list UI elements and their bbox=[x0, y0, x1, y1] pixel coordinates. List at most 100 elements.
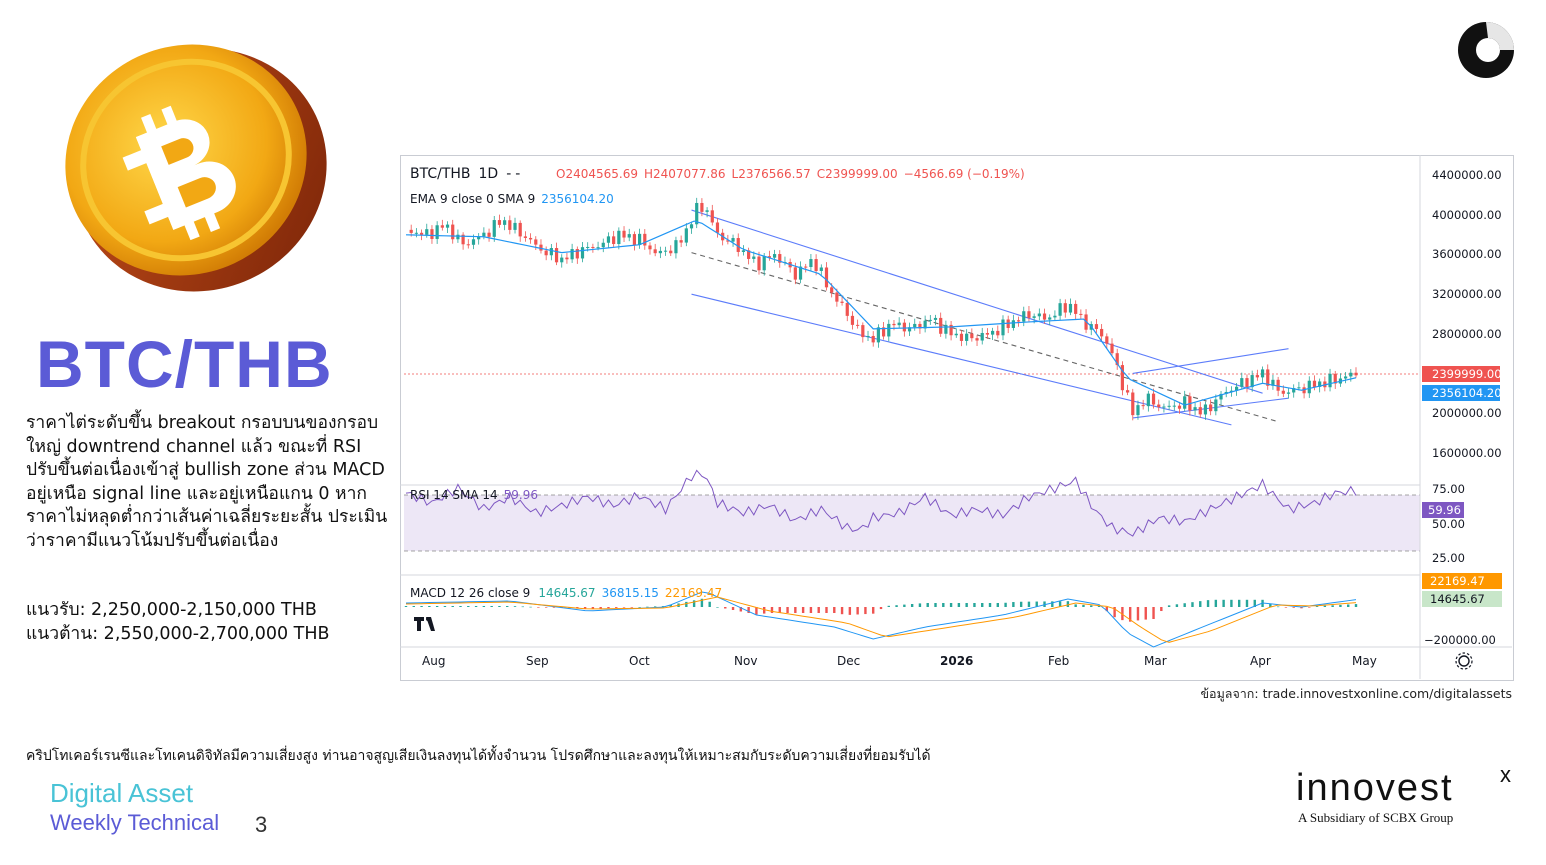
macd-bar bbox=[825, 607, 828, 613]
macd-bar bbox=[1347, 604, 1350, 607]
candle bbox=[466, 239, 470, 249]
macd-bar bbox=[716, 607, 719, 608]
macd-bar bbox=[412, 606, 415, 607]
candle bbox=[1344, 372, 1348, 384]
candle bbox=[767, 250, 771, 261]
candle bbox=[1074, 300, 1078, 320]
bitcoin-coin-icon bbox=[65, 44, 327, 292]
candle bbox=[1333, 370, 1337, 389]
candle bbox=[689, 221, 694, 234]
candle bbox=[778, 250, 782, 268]
candle bbox=[477, 233, 481, 245]
candle bbox=[695, 197, 699, 229]
candle bbox=[679, 235, 683, 248]
macd-bar bbox=[1058, 601, 1062, 607]
macd-bar bbox=[521, 606, 525, 608]
macd-bar bbox=[1012, 602, 1015, 607]
macd-bar bbox=[490, 606, 493, 607]
last-price-badge: 2399999.00 bbox=[1422, 366, 1502, 382]
macd-bar bbox=[692, 600, 696, 607]
candle bbox=[965, 329, 969, 346]
candle bbox=[1053, 310, 1057, 321]
candle bbox=[1115, 348, 1119, 370]
macd-bar bbox=[599, 607, 602, 609]
candle bbox=[819, 264, 823, 277]
macd-bar bbox=[1230, 599, 1233, 607]
macd-tick: −200000.00 bbox=[1424, 633, 1496, 647]
macd-bar bbox=[770, 607, 774, 613]
candle bbox=[1131, 388, 1135, 421]
macd-bar bbox=[910, 604, 914, 607]
macd-bar bbox=[1300, 607, 1303, 609]
macd-bar bbox=[887, 605, 890, 607]
macd-bar bbox=[981, 603, 984, 607]
candle bbox=[1198, 401, 1202, 418]
candle bbox=[638, 228, 642, 249]
macd-bar bbox=[786, 607, 789, 613]
candle bbox=[503, 216, 507, 231]
candle bbox=[923, 315, 927, 333]
candle bbox=[1136, 400, 1140, 420]
macd-bar bbox=[1097, 605, 1101, 607]
analysis-text: ราคาไต่ระดับขึ้น breakout กรอบบนของกรอบใ… bbox=[26, 413, 388, 551]
macd-bar bbox=[1269, 603, 1272, 607]
candle bbox=[1286, 388, 1291, 399]
candle bbox=[913, 318, 917, 331]
x-tick: Feb bbox=[1048, 654, 1069, 668]
macd-bar bbox=[622, 607, 626, 608]
candle bbox=[1125, 384, 1130, 396]
candle bbox=[560, 254, 564, 268]
macd-bar bbox=[638, 607, 641, 608]
ring-logo-icon bbox=[1458, 22, 1514, 78]
candle bbox=[1151, 388, 1156, 409]
svg-text:innovest: innovest bbox=[1296, 767, 1454, 809]
macd-bar bbox=[1105, 607, 1109, 612]
candle bbox=[435, 221, 439, 244]
candle bbox=[1260, 366, 1265, 383]
candle bbox=[663, 246, 668, 256]
candle bbox=[632, 231, 637, 251]
candle bbox=[1048, 314, 1052, 325]
macd-bar bbox=[817, 607, 820, 613]
candle bbox=[798, 261, 803, 284]
macd-bar bbox=[646, 606, 649, 608]
candle bbox=[643, 229, 647, 250]
candle bbox=[1006, 315, 1010, 334]
candle bbox=[881, 321, 886, 340]
macd-bar bbox=[1237, 599, 1241, 607]
macd-bar bbox=[864, 607, 867, 615]
macd-bar bbox=[988, 603, 992, 607]
candle bbox=[700, 198, 704, 217]
macd-bar bbox=[498, 606, 501, 607]
candle bbox=[528, 233, 533, 244]
candle bbox=[897, 317, 901, 328]
candle bbox=[996, 325, 1000, 339]
macd-bar bbox=[630, 607, 634, 608]
candle bbox=[715, 218, 720, 238]
svg-text:14645.67: 14645.67 bbox=[1430, 592, 1485, 606]
macd-bar bbox=[591, 607, 595, 609]
candle bbox=[1120, 361, 1124, 396]
macd-bar bbox=[1339, 604, 1342, 607]
macd-bar bbox=[435, 606, 439, 607]
macd-bar bbox=[856, 607, 859, 615]
candle bbox=[658, 246, 662, 259]
candle bbox=[736, 233, 740, 257]
candle bbox=[939, 312, 943, 337]
macd-bar bbox=[708, 601, 711, 607]
candle bbox=[523, 231, 527, 242]
candle bbox=[1297, 381, 1301, 391]
y-tick: 2800000.00 bbox=[1432, 327, 1502, 341]
candle bbox=[747, 247, 751, 265]
x-tick: Dec bbox=[837, 654, 860, 668]
candle bbox=[1141, 399, 1145, 410]
settings-gear-icon[interactable] bbox=[1455, 652, 1473, 670]
candle bbox=[928, 315, 932, 325]
ema-line bbox=[405, 220, 1357, 406]
candle bbox=[1068, 298, 1073, 316]
support-level: แนวรับ: 2,250,000-2,150,000 THB bbox=[26, 600, 317, 620]
x-tick: 2026 bbox=[940, 654, 973, 668]
candle bbox=[1016, 316, 1021, 327]
macd-bar bbox=[918, 603, 922, 607]
footer-subtitle: Weekly Technical bbox=[50, 810, 220, 835]
